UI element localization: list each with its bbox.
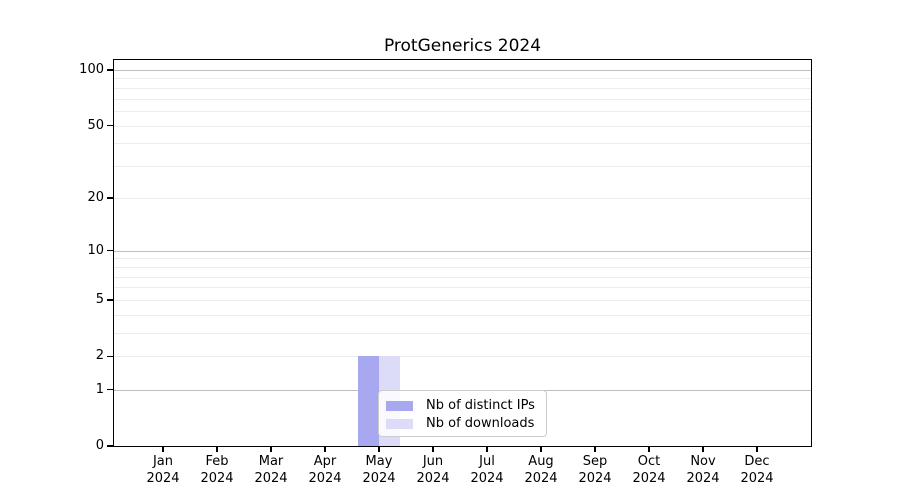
x-tick-label: Mar 2024 [243,453,299,487]
x-tick-label: Feb 2024 [189,453,245,487]
x-tick-year: 2024 [308,471,342,486]
x-tick-mark [648,447,650,452]
x-tick-mark [324,447,326,452]
major-gridline [114,69,811,71]
y-tick-label: 0 [95,438,104,453]
x-tick-month: Aug [528,454,554,469]
y-tick-mark [107,445,113,447]
x-tick-mark [702,447,704,452]
major-gridline [114,250,811,252]
x-tick-month: Apr [313,454,337,469]
y-tick-mark [107,124,113,127]
x-tick-mark [270,447,272,452]
x-tick-mark [162,447,164,452]
y-tick-mark [107,388,113,391]
x-tick-month: Mar [258,454,284,469]
y-tick-label: 100 [79,61,104,77]
minor-gridline [114,258,811,260]
y-tick-label: 50 [87,117,104,133]
x-tick-label: Apr 2024 [297,453,353,487]
x-tick-year: 2024 [524,471,558,486]
x-tick-mark [756,447,758,452]
x-tick-year: 2024 [740,471,774,486]
y-tick-mark [107,197,113,199]
y-tick-label: 2 [95,348,104,364]
legend: Nb of distinct IPs Nb of downloads [378,390,547,437]
minor-gridline [114,314,811,316]
x-tick-month: Feb [205,454,229,469]
minor-gridline [114,299,811,301]
x-tick-label: Oct 2024 [621,453,677,487]
y-tick-label: 10 [87,242,104,258]
x-tick-month: Dec [744,454,770,469]
legend-row: Nb of distinct IPs [386,397,539,414]
y-tick-mark [107,69,113,71]
minor-gridline [114,143,811,145]
minor-gridline [114,78,811,80]
x-tick-month: May [365,454,393,469]
x-tick-year: 2024 [362,471,396,486]
x-tick-mark [216,447,218,452]
x-tick-month: Nov [690,454,716,469]
y-tick-label: 1 [95,381,104,397]
x-tick-label: May 2024 [351,453,407,487]
y-tick-label: 5 [95,291,104,307]
x-tick-year: 2024 [200,471,234,486]
legend-swatch [386,418,413,429]
x-tick-year: 2024 [632,471,666,486]
x-tick-mark [540,447,542,452]
x-tick-label: Sep 2024 [567,453,623,487]
minor-gridline [114,87,811,89]
legend-label: Nb of downloads [426,416,535,431]
x-tick-year: 2024 [578,471,612,486]
x-tick-month: Jan [152,454,174,469]
chart-title: ProtGenerics 2024 [383,36,542,56]
minor-gridline [114,98,811,100]
x-tick-year: 2024 [686,471,720,486]
bar-distinct-ips [358,356,379,446]
x-tick-mark [378,447,380,452]
minor-gridline [114,287,811,289]
y-tick-mark [107,249,113,252]
x-tick-mark [432,447,434,452]
minor-gridline [114,197,811,199]
legend-row: Nb of downloads [386,415,539,432]
minor-gridline [114,166,811,168]
x-tick-year: 2024 [416,471,450,486]
x-tick-month: Sep [582,454,608,469]
minor-gridline [114,276,811,278]
y-tick-mark [107,355,113,358]
y-tick-label: 20 [87,189,104,205]
minor-gridline [114,356,811,358]
legend-swatch [386,400,413,411]
x-tick-label: Jan 2024 [135,453,191,487]
x-tick-year: 2024 [146,471,180,486]
x-tick-month: Jun [422,454,444,469]
x-tick-label: Dec 2024 [729,453,785,487]
x-tick-label: Aug 2024 [513,453,569,487]
minor-gridline [114,125,811,127]
y-tick-mark [107,299,113,301]
x-tick-label: Jul 2024 [459,453,515,487]
x-tick-label: Jun 2024 [405,453,461,487]
x-tick-year: 2024 [470,471,504,486]
x-tick-month: Jul [479,454,495,469]
minor-gridline [114,333,811,335]
legend-label: Nb of distinct IPs [426,398,535,413]
x-tick-mark [486,447,488,452]
minor-gridline [114,110,811,112]
x-tick-month: Oct [637,454,661,469]
x-tick-year: 2024 [254,471,288,486]
x-tick-label: Nov 2024 [675,453,731,487]
x-tick-mark [594,447,596,452]
minor-gridline [114,266,811,268]
